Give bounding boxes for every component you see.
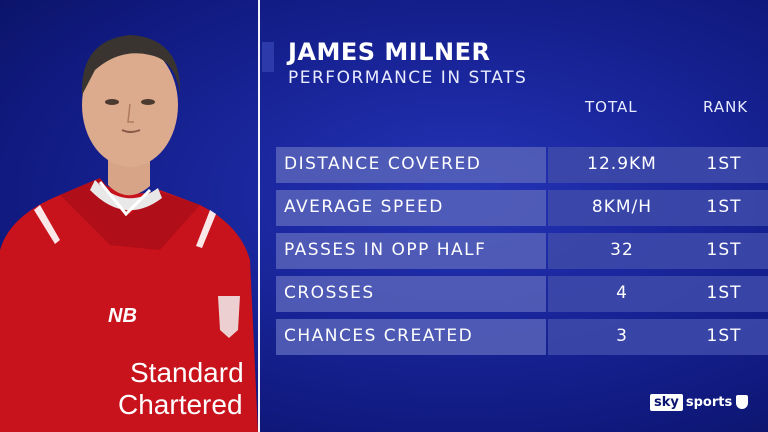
stat-rank: 1ST <box>706 326 742 346</box>
stat-total: 12.9KM <box>587 154 657 174</box>
row-bar-left <box>276 147 546 183</box>
row-bar-left <box>276 233 546 269</box>
stat-row: DISTANCE COVERED 12.9KM 1ST <box>276 147 768 183</box>
stat-row: CHANCES CREATED 3 1ST <box>276 319 768 355</box>
stat-label: PASSES IN OPP HALF <box>284 240 487 260</box>
stat-row: AVERAGE SPEED 8KM/H 1ST <box>276 190 768 226</box>
stat-rank: 1ST <box>706 197 742 217</box>
svg-text:NB: NB <box>108 305 137 327</box>
stat-rank: 1ST <box>706 283 742 303</box>
column-header-rank: RANK <box>703 98 749 116</box>
row-bar-left <box>276 319 546 355</box>
stat-label: CHANCES CREATED <box>284 326 474 346</box>
stat-row: CROSSES 4 1ST <box>276 276 768 312</box>
stat-total: 8KM/H <box>591 197 653 217</box>
row-bar-left <box>276 190 546 226</box>
stat-total: 3 <box>616 326 628 346</box>
row-bar-right <box>548 147 768 183</box>
subtitle: PERFORMANCE IN STATS <box>288 68 528 88</box>
player-illustration: NB Standard Chartered <box>0 35 258 432</box>
stat-label: CROSSES <box>284 283 375 303</box>
sky-sports-logo: sky sports <box>650 392 749 412</box>
logo-sports: sports <box>685 394 733 410</box>
divider-line <box>258 0 260 432</box>
column-header-total: TOTAL <box>585 98 638 116</box>
stat-rank: 1ST <box>706 240 742 260</box>
stat-total: 32 <box>610 240 634 260</box>
logo-sky: sky <box>650 393 683 411</box>
sponsor-line2: Chartered <box>118 389 243 420</box>
row-bar-right <box>548 276 768 312</box>
row-bar-left <box>276 276 546 312</box>
premier-league-icon <box>736 395 749 409</box>
row-bar-right <box>548 190 768 226</box>
stat-label: DISTANCE COVERED <box>284 154 482 174</box>
sponsor-line1: Standard <box>130 357 244 388</box>
title-accent <box>262 42 274 72</box>
player-name: JAMES MILNER <box>288 38 491 66</box>
row-bar-right <box>548 233 768 269</box>
stat-row: PASSES IN OPP HALF 32 1ST <box>276 233 768 269</box>
player-photo: NB Standard Chartered <box>0 0 258 432</box>
stat-rank: 1ST <box>706 154 742 174</box>
stat-total: 4 <box>616 283 628 303</box>
stat-label: AVERAGE SPEED <box>284 197 444 217</box>
row-bar-right <box>548 319 768 355</box>
